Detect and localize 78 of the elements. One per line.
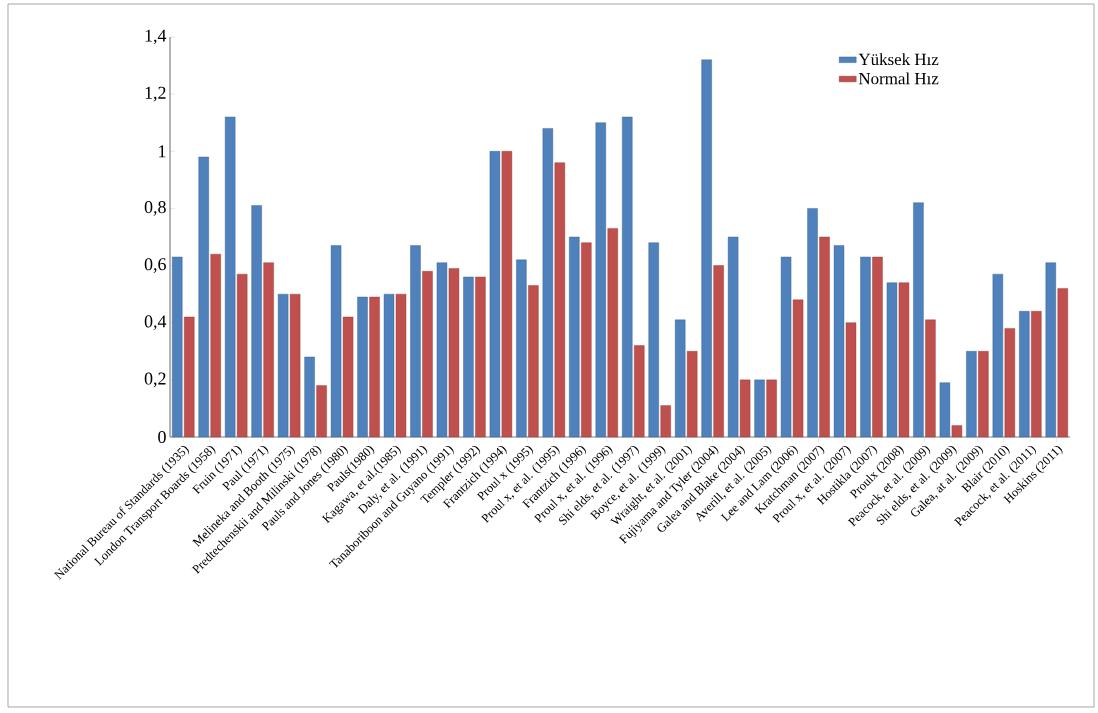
bar: [369, 296, 380, 438]
bar: [342, 316, 354, 438]
bar: [992, 273, 1004, 438]
legend-label: Normal Hız: [858, 72, 939, 85]
y-tick-label: 1,4: [145, 29, 167, 45]
y-tick-label: 1,2: [145, 86, 166, 102]
bar: [357, 296, 368, 438]
bar: [648, 242, 659, 438]
bar: [727, 236, 739, 438]
bar: [766, 379, 777, 438]
bar: [686, 351, 698, 438]
bar: [569, 236, 580, 438]
bar: [184, 316, 195, 438]
bar: [422, 271, 433, 438]
bar: [489, 151, 501, 438]
bar: [898, 282, 910, 438]
bar: [251, 205, 262, 438]
bar: [475, 276, 486, 438]
bar: [634, 345, 645, 438]
bar: [289, 293, 301, 438]
bar: [172, 256, 183, 438]
bar: [516, 259, 527, 438]
bar: [1019, 311, 1030, 438]
bar: [819, 236, 830, 438]
bar: [330, 245, 342, 438]
y-tick-label: 0,6: [144, 258, 166, 273]
bar: [1031, 311, 1042, 438]
bar: [263, 262, 274, 438]
bar: [739, 379, 751, 438]
bar: [660, 405, 671, 438]
bar: [780, 256, 792, 438]
bar: [1004, 328, 1016, 438]
bar: [501, 151, 513, 438]
bar: [860, 256, 871, 438]
legend-label: Yüksek Hız: [858, 53, 939, 66]
bar: [236, 273, 248, 438]
bar: [845, 322, 857, 438]
bar: [277, 293, 289, 438]
bar: [542, 128, 554, 438]
bar: [792, 299, 804, 438]
bar: [713, 265, 724, 438]
bar: [1045, 262, 1056, 438]
bar: [436, 262, 448, 438]
bar: [395, 293, 407, 438]
bar: [316, 385, 327, 438]
bar: [622, 116, 633, 438]
bar: [595, 122, 606, 438]
y-tick-label: 0,2: [144, 372, 166, 388]
bar: [833, 245, 845, 438]
bar: [210, 253, 221, 438]
bar: [807, 208, 818, 438]
bar: [448, 268, 460, 438]
bar: [754, 379, 765, 438]
y-tick-label: 0: [158, 430, 166, 444]
bar: [528, 285, 539, 438]
bar: [581, 242, 592, 438]
y-tick-label: 0,8: [144, 201, 166, 216]
bar: [913, 202, 924, 438]
bar: [872, 256, 883, 438]
y-tick-label: 0,4: [144, 315, 167, 331]
bar: [925, 319, 936, 438]
bar: [463, 276, 474, 438]
bar: [410, 245, 421, 438]
bar: [383, 293, 395, 438]
bar: [674, 319, 686, 438]
bar: [224, 116, 236, 438]
bar: [701, 59, 712, 438]
bar: [607, 228, 618, 438]
bar: [978, 351, 989, 438]
bar: [1057, 288, 1068, 438]
y-tick-label: 1: [159, 145, 166, 158]
bar: [198, 156, 209, 438]
bar: [304, 356, 315, 438]
bar: [939, 382, 951, 438]
bar: [554, 162, 566, 438]
bar: [951, 425, 963, 438]
bar: [966, 351, 977, 438]
bar: [886, 282, 898, 438]
